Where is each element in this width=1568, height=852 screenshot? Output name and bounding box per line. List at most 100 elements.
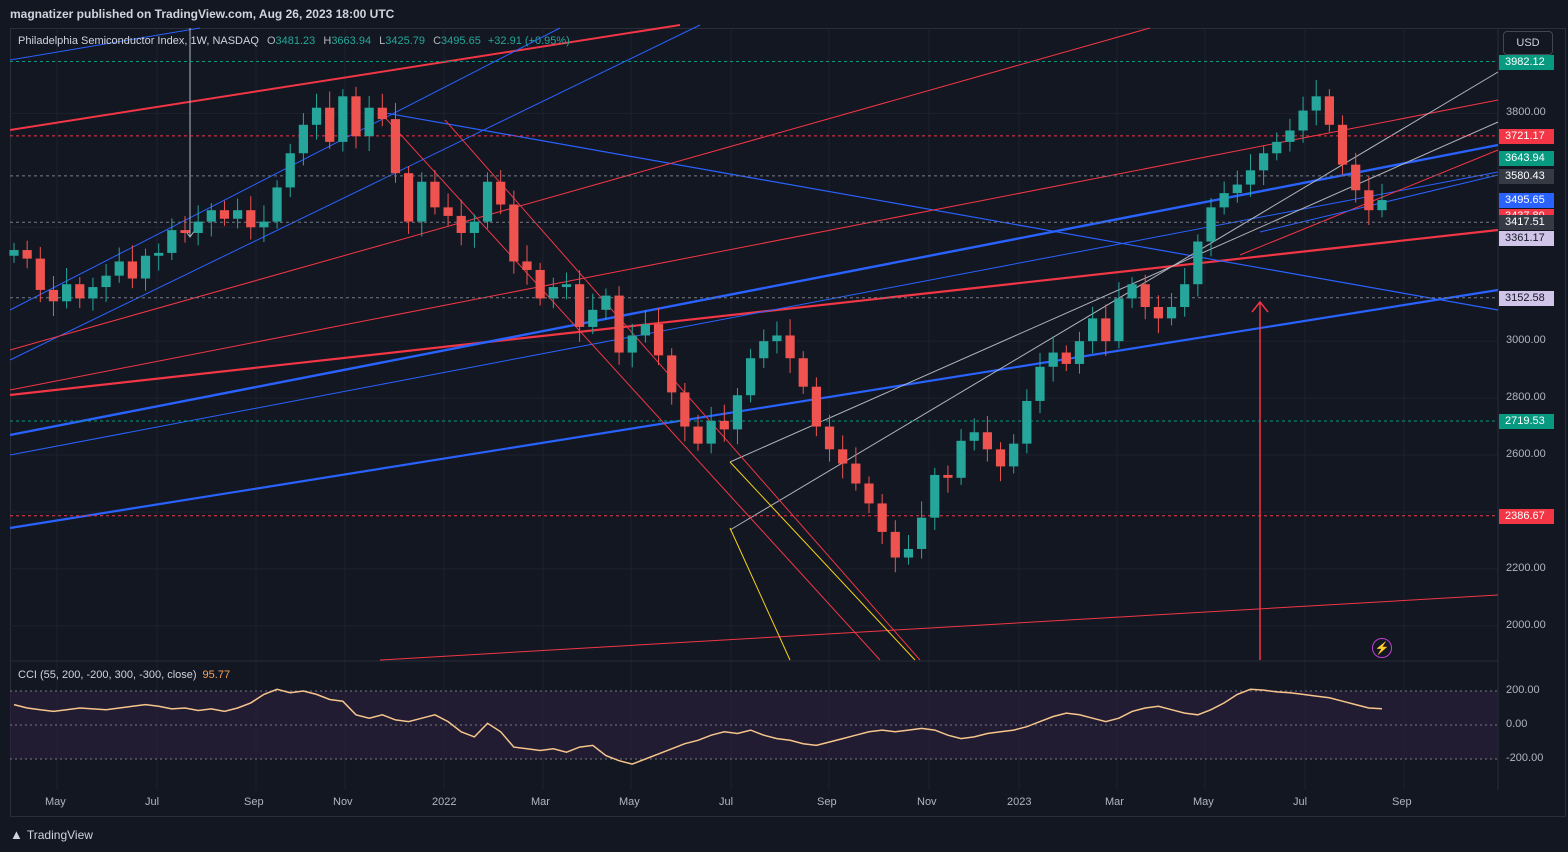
- close-label: C: [433, 35, 442, 47]
- cci-legend[interactable]: CCI (55, 200, -200, 300, -300, close) 95.…: [18, 669, 230, 681]
- candle-body: [535, 269, 545, 299]
- candle-body: [693, 426, 703, 444]
- trend-line: [9, 27, 1151, 351]
- trend-line: [9, 27, 201, 61]
- price-axis-label: 3800.00: [1506, 106, 1546, 119]
- price-tag: 3721.17: [1499, 128, 1554, 144]
- trend-line: [379, 594, 1499, 661]
- candle-body: [930, 474, 940, 518]
- candle-body: [680, 392, 690, 427]
- candle-body: [88, 287, 98, 299]
- candle-body: [1127, 284, 1137, 299]
- candle-body: [640, 324, 650, 336]
- cci-axis-label: 0.00: [1506, 718, 1528, 730]
- currency-button[interactable]: USD: [1503, 31, 1553, 55]
- candle-body: [114, 261, 124, 276]
- candle-body: [1219, 193, 1229, 208]
- low-value: 3425.79: [385, 35, 426, 47]
- cci-band: [10, 691, 1498, 759]
- candle-body: [1166, 306, 1177, 319]
- candle-body: [956, 440, 966, 478]
- tradingview-mark-icon: ▲: [10, 827, 23, 842]
- price-axis-label: 2200.00: [1506, 561, 1546, 574]
- candle-body: [351, 96, 361, 137]
- candle-body: [62, 284, 72, 302]
- candle-body: [772, 335, 782, 342]
- trend-line: [729, 121, 1499, 463]
- candle-body: [456, 215, 466, 233]
- time-axis-label: 2023: [1007, 796, 1032, 808]
- candle-body: [1180, 284, 1190, 307]
- trend-line: [729, 461, 916, 661]
- candle-body: [496, 181, 506, 205]
- cci-label: CCI (55, 200, -200, 300, -300, close): [18, 669, 197, 681]
- top-bar: magnatizer published on TradingView.com,…: [0, 0, 1568, 28]
- time-axis-label: May: [1193, 796, 1214, 808]
- candle-body: [75, 284, 85, 299]
- candle-body: [101, 275, 111, 288]
- candle-body: [759, 341, 769, 359]
- candle-body: [285, 153, 295, 188]
- open-value: 3481.23: [275, 35, 316, 47]
- candle-body: [1232, 184, 1242, 194]
- footer: [0, 817, 1568, 852]
- price-tag: 3580.43: [1499, 168, 1554, 184]
- time-axis-label: Sep: [817, 796, 837, 808]
- close-value: 3495.65: [441, 35, 481, 47]
- candle-body: [1061, 352, 1071, 364]
- candle-body: [1206, 207, 1216, 242]
- candle-body: [1324, 96, 1334, 125]
- candle-body: [1298, 110, 1308, 131]
- lightning-icon[interactable]: ⚡: [1372, 638, 1392, 658]
- candle-body: [219, 210, 230, 219]
- candle-body: [1088, 318, 1098, 342]
- candle-body: [1153, 306, 1163, 319]
- candle-body: [1272, 141, 1282, 154]
- candle-body: [1377, 200, 1387, 211]
- candle-body: [1009, 443, 1019, 467]
- high-label: H: [323, 35, 332, 47]
- candle-body: [903, 548, 914, 558]
- candle-body: [48, 289, 59, 302]
- candle-body: [1311, 96, 1321, 111]
- candle-body: [917, 517, 927, 549]
- cci-axis-label: 200.00: [1506, 684, 1540, 696]
- candle-body: [1337, 124, 1348, 165]
- candle-body: [1022, 400, 1032, 444]
- candle-body: [943, 474, 953, 478]
- chart-frame[interactable]: [10, 28, 1566, 817]
- tradingview-logo[interactable]: ▲ TradingView: [10, 827, 93, 842]
- candle-body: [719, 420, 729, 430]
- trend-line: [9, 228, 1499, 397]
- time-axis-label: Jul: [1293, 796, 1308, 808]
- candle-body: [969, 432, 979, 441]
- candle-body: [811, 386, 821, 427]
- low-label: L: [379, 35, 386, 47]
- candle-body: [1193, 241, 1203, 285]
- candle-body: [390, 119, 401, 174]
- candle-body: [1285, 130, 1295, 142]
- candle-body: [1074, 341, 1085, 364]
- time-axis-label: Mar: [531, 796, 550, 808]
- candle-body: [601, 295, 611, 310]
- price-tag: 2719.53: [1499, 413, 1554, 429]
- time-axis-label: Nov: [917, 796, 937, 808]
- trend-line: [9, 288, 1499, 530]
- publisher-info: magnatizer published on TradingView.com,…: [10, 7, 395, 21]
- price-tag: 3361.17: [1499, 231, 1554, 247]
- trend-line: [729, 71, 1499, 531]
- candle-body: [1035, 366, 1045, 401]
- candle-body: [982, 432, 992, 450]
- candle-body: [864, 483, 874, 504]
- candle-body: [1101, 318, 1111, 342]
- candle-body: [1048, 352, 1058, 367]
- price-axis-label: 2000.00: [1506, 618, 1546, 631]
- trend-lines: [9, 24, 1499, 661]
- candle-body: [404, 173, 414, 222]
- time-axis-label: Jul: [719, 796, 734, 808]
- candle-body: [1114, 298, 1124, 342]
- symbol-legend[interactable]: Philadelphia Semiconductor Index, 1W, NA…: [18, 35, 570, 47]
- candle-body: [430, 181, 440, 208]
- cci-indicator-pane: [10, 688, 1498, 765]
